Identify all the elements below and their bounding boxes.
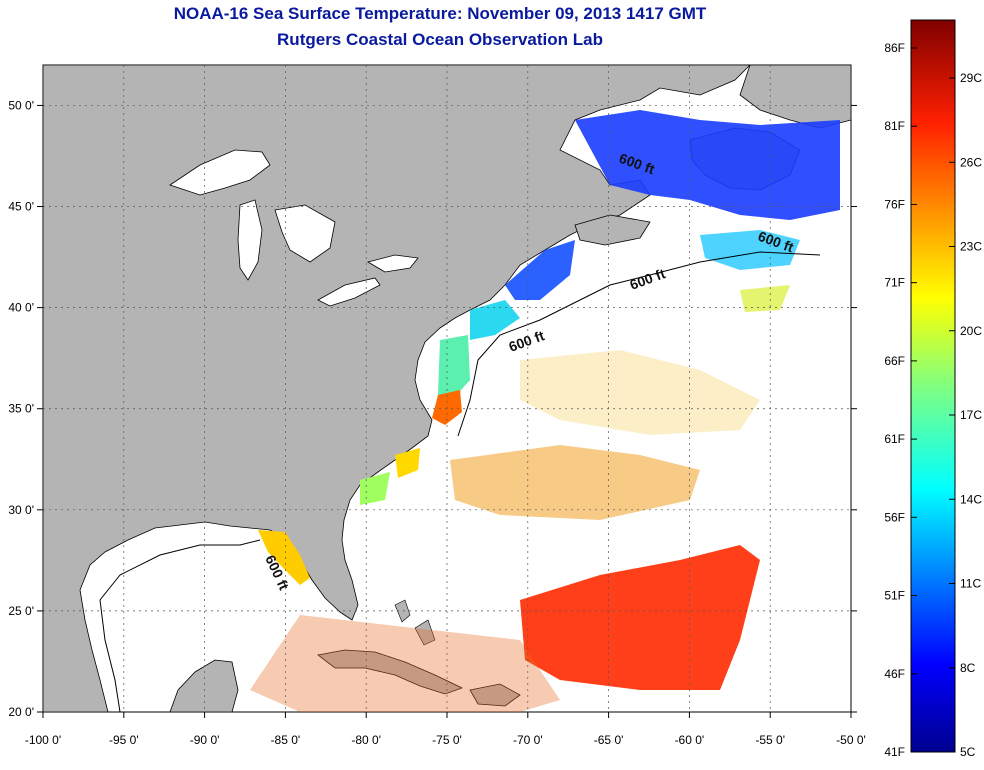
lat-label: 25 0'	[8, 604, 34, 618]
longitude-labels: -100 0' -95 0' -90 0' -85 0' -80 0' -75 0' -70…	[25, 733, 866, 747]
land-yucatan	[169, 659, 239, 712]
lake-michigan	[237, 199, 263, 281]
lon-label: -50 0'	[836, 733, 866, 747]
colorbar-f-label: 46F	[884, 667, 905, 681]
colorbar-fahrenheit-labels: 86F 81F 76F 71F 66F 61F 56F 51F 46F 41F	[884, 41, 917, 759]
colorbar-f-label: 66F	[884, 354, 905, 368]
lon-label: -70 0'	[513, 733, 543, 747]
lon-label: -55 0'	[755, 733, 785, 747]
lake-ontario	[366, 254, 419, 273]
lake-huron	[274, 204, 336, 263]
map-subtitle: Rutgers Coastal Ocean Observation Lab	[277, 30, 603, 49]
colorbar-c-label: 26C	[960, 155, 982, 169]
colorbar-c-label: 5C	[960, 745, 976, 759]
lat-label: 20 0'	[8, 705, 34, 719]
colorbar-c-label: 8C	[960, 661, 976, 675]
lat-label: 40 0'	[8, 301, 34, 315]
colorbar-c-label: 29C	[960, 71, 982, 85]
land-hispaniola	[469, 683, 521, 707]
colorbar	[910, 19, 956, 753]
lon-label: -90 0'	[190, 733, 220, 747]
isobath-600ft-line	[457, 251, 821, 437]
map-grid	[43, 65, 851, 712]
lon-label: -95 0'	[109, 733, 139, 747]
colorbar-c-label: 17C	[960, 408, 982, 422]
isobath-600ft-gulf-line	[99, 539, 261, 713]
lat-label: 45 0'	[8, 200, 34, 214]
latitude-labels: 50 0' 45 0' 40 0' 35 0' 30 0' 25 0' 20 0'	[8, 98, 34, 719]
colorbar-f-label: 56F	[884, 510, 905, 524]
lake-erie	[317, 277, 381, 307]
colorbar-f-label: 71F	[884, 276, 905, 290]
colorbar-c-label: 20C	[960, 324, 982, 338]
lake-superior	[169, 149, 271, 196]
map-ticks	[37, 104, 857, 718]
colorbar-c-label: 14C	[960, 492, 982, 506]
colorbar-c-label: 23C	[960, 240, 982, 254]
colorbar-c-label: 11C	[960, 577, 981, 591]
lon-label: -75 0'	[432, 733, 462, 747]
map-title: NOAA-16 Sea Surface Temperature: Novembe…	[173, 4, 707, 23]
lon-label: -85 0'	[271, 733, 301, 747]
colorbar-celsius-labels: 29C 26C 23C 20C 17C 14C 11C 8C 5C	[949, 71, 982, 759]
colorbar-f-label: 86F	[884, 41, 905, 55]
sst-data-layer	[250, 110, 840, 712]
lon-label: -80 0'	[351, 733, 381, 747]
colorbar-f-label: 51F	[884, 589, 905, 603]
lat-label: 35 0'	[8, 402, 34, 416]
lon-label: -60 0'	[675, 733, 705, 747]
lat-label: 30 0'	[8, 503, 34, 517]
colorbar-f-label: 81F	[884, 119, 905, 133]
land-cuba	[317, 649, 464, 695]
colorbar-f-label: 76F	[884, 197, 905, 211]
colorbar-f-label: 41F	[884, 745, 905, 759]
lon-label: -65 0'	[594, 733, 624, 747]
lat-label: 50 0'	[8, 98, 34, 112]
colorbar-f-label: 61F	[884, 432, 905, 446]
land-nova-scotia	[574, 214, 651, 246]
lon-label: -100 0'	[25, 733, 61, 747]
